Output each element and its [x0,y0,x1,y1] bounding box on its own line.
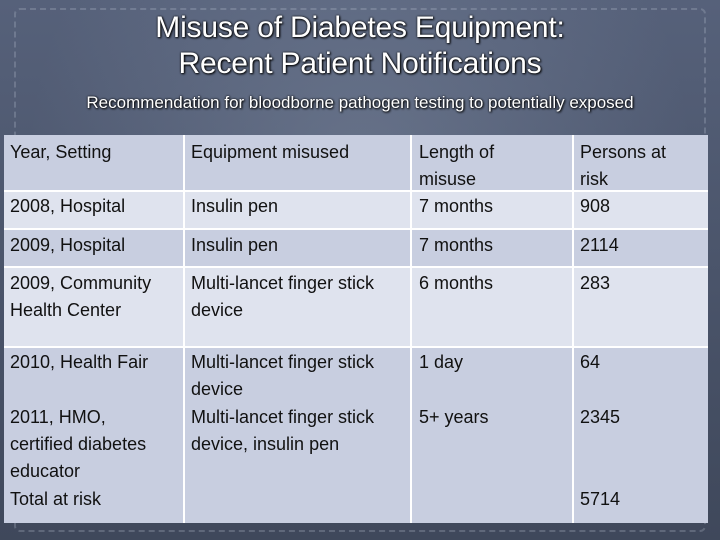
cell-setting-line3: educator [10,461,81,481]
column-divider [183,135,185,523]
cell-setting: 2009, Hospital [10,235,126,255]
cell-length: 6 months [419,273,494,293]
cell-setting-line2: Health Center [10,300,122,320]
total-persons: 5714 [580,489,621,509]
table-header-row [4,135,708,191]
data-table: Year, Setting Equipment misused Length o… [4,135,708,523]
column-divider [410,135,412,523]
row-divider [4,266,708,268]
total-label: Total at risk [10,489,102,509]
table-row [4,229,708,267]
header-persons-line1: Persons at [580,142,667,162]
slide-title: Misuse of Diabetes Equipment: Recent Pat… [0,10,720,82]
cell-length: 7 months [419,196,494,216]
header-length-line2: misuse [419,169,477,189]
cell-persons: 2345 [580,407,621,427]
cell-setting-line1: 2011, HMO, [10,407,106,427]
header-persons-line2: risk [580,169,608,189]
slide-subtitle: Recommendation for bloodborne pathogen t… [86,93,634,112]
cell-equipment-line2: device [191,300,244,320]
cell-persons: 64 [580,352,601,372]
cell-equipment: Insulin pen [191,235,279,255]
table-row [4,347,708,523]
cell-equipment-line1: Multi-lancet finger stick [191,352,375,372]
cell-equipment-line1: Multi-lancet finger stick [191,407,375,427]
title-line-1: Misuse of Diabetes Equipment: [155,11,565,44]
row-divider [4,228,708,230]
header-length-line1: Length of [419,142,495,162]
cell-setting: 2008, Hospital [10,196,126,216]
cell-equipment-line2: device, insulin pen [191,434,340,454]
cell-length: 1 day [419,352,464,372]
row-divider [4,190,708,192]
cell-persons: 908 [580,196,611,216]
cell-setting-line1: 2009, Community [10,273,152,293]
cell-persons: 283 [580,273,611,293]
row-divider [4,346,708,348]
cell-equipment-line1: Multi-lancet finger stick [191,273,375,293]
column-divider [572,135,574,523]
header-equipment: Equipment misused [191,142,350,162]
cell-length: 7 months [419,235,494,255]
cell-length: 5+ years [419,407,489,427]
header-year-setting: Year, Setting [10,142,112,162]
cell-setting: 2010, Health Fair [10,352,149,372]
cell-persons: 2114 [580,235,619,255]
title-line-2: Recent Patient Notifications [178,47,542,80]
cell-setting-line2: certified diabetes [10,434,147,454]
cell-equipment: Insulin pen [191,196,279,216]
cell-equipment-line2: device [191,379,244,399]
